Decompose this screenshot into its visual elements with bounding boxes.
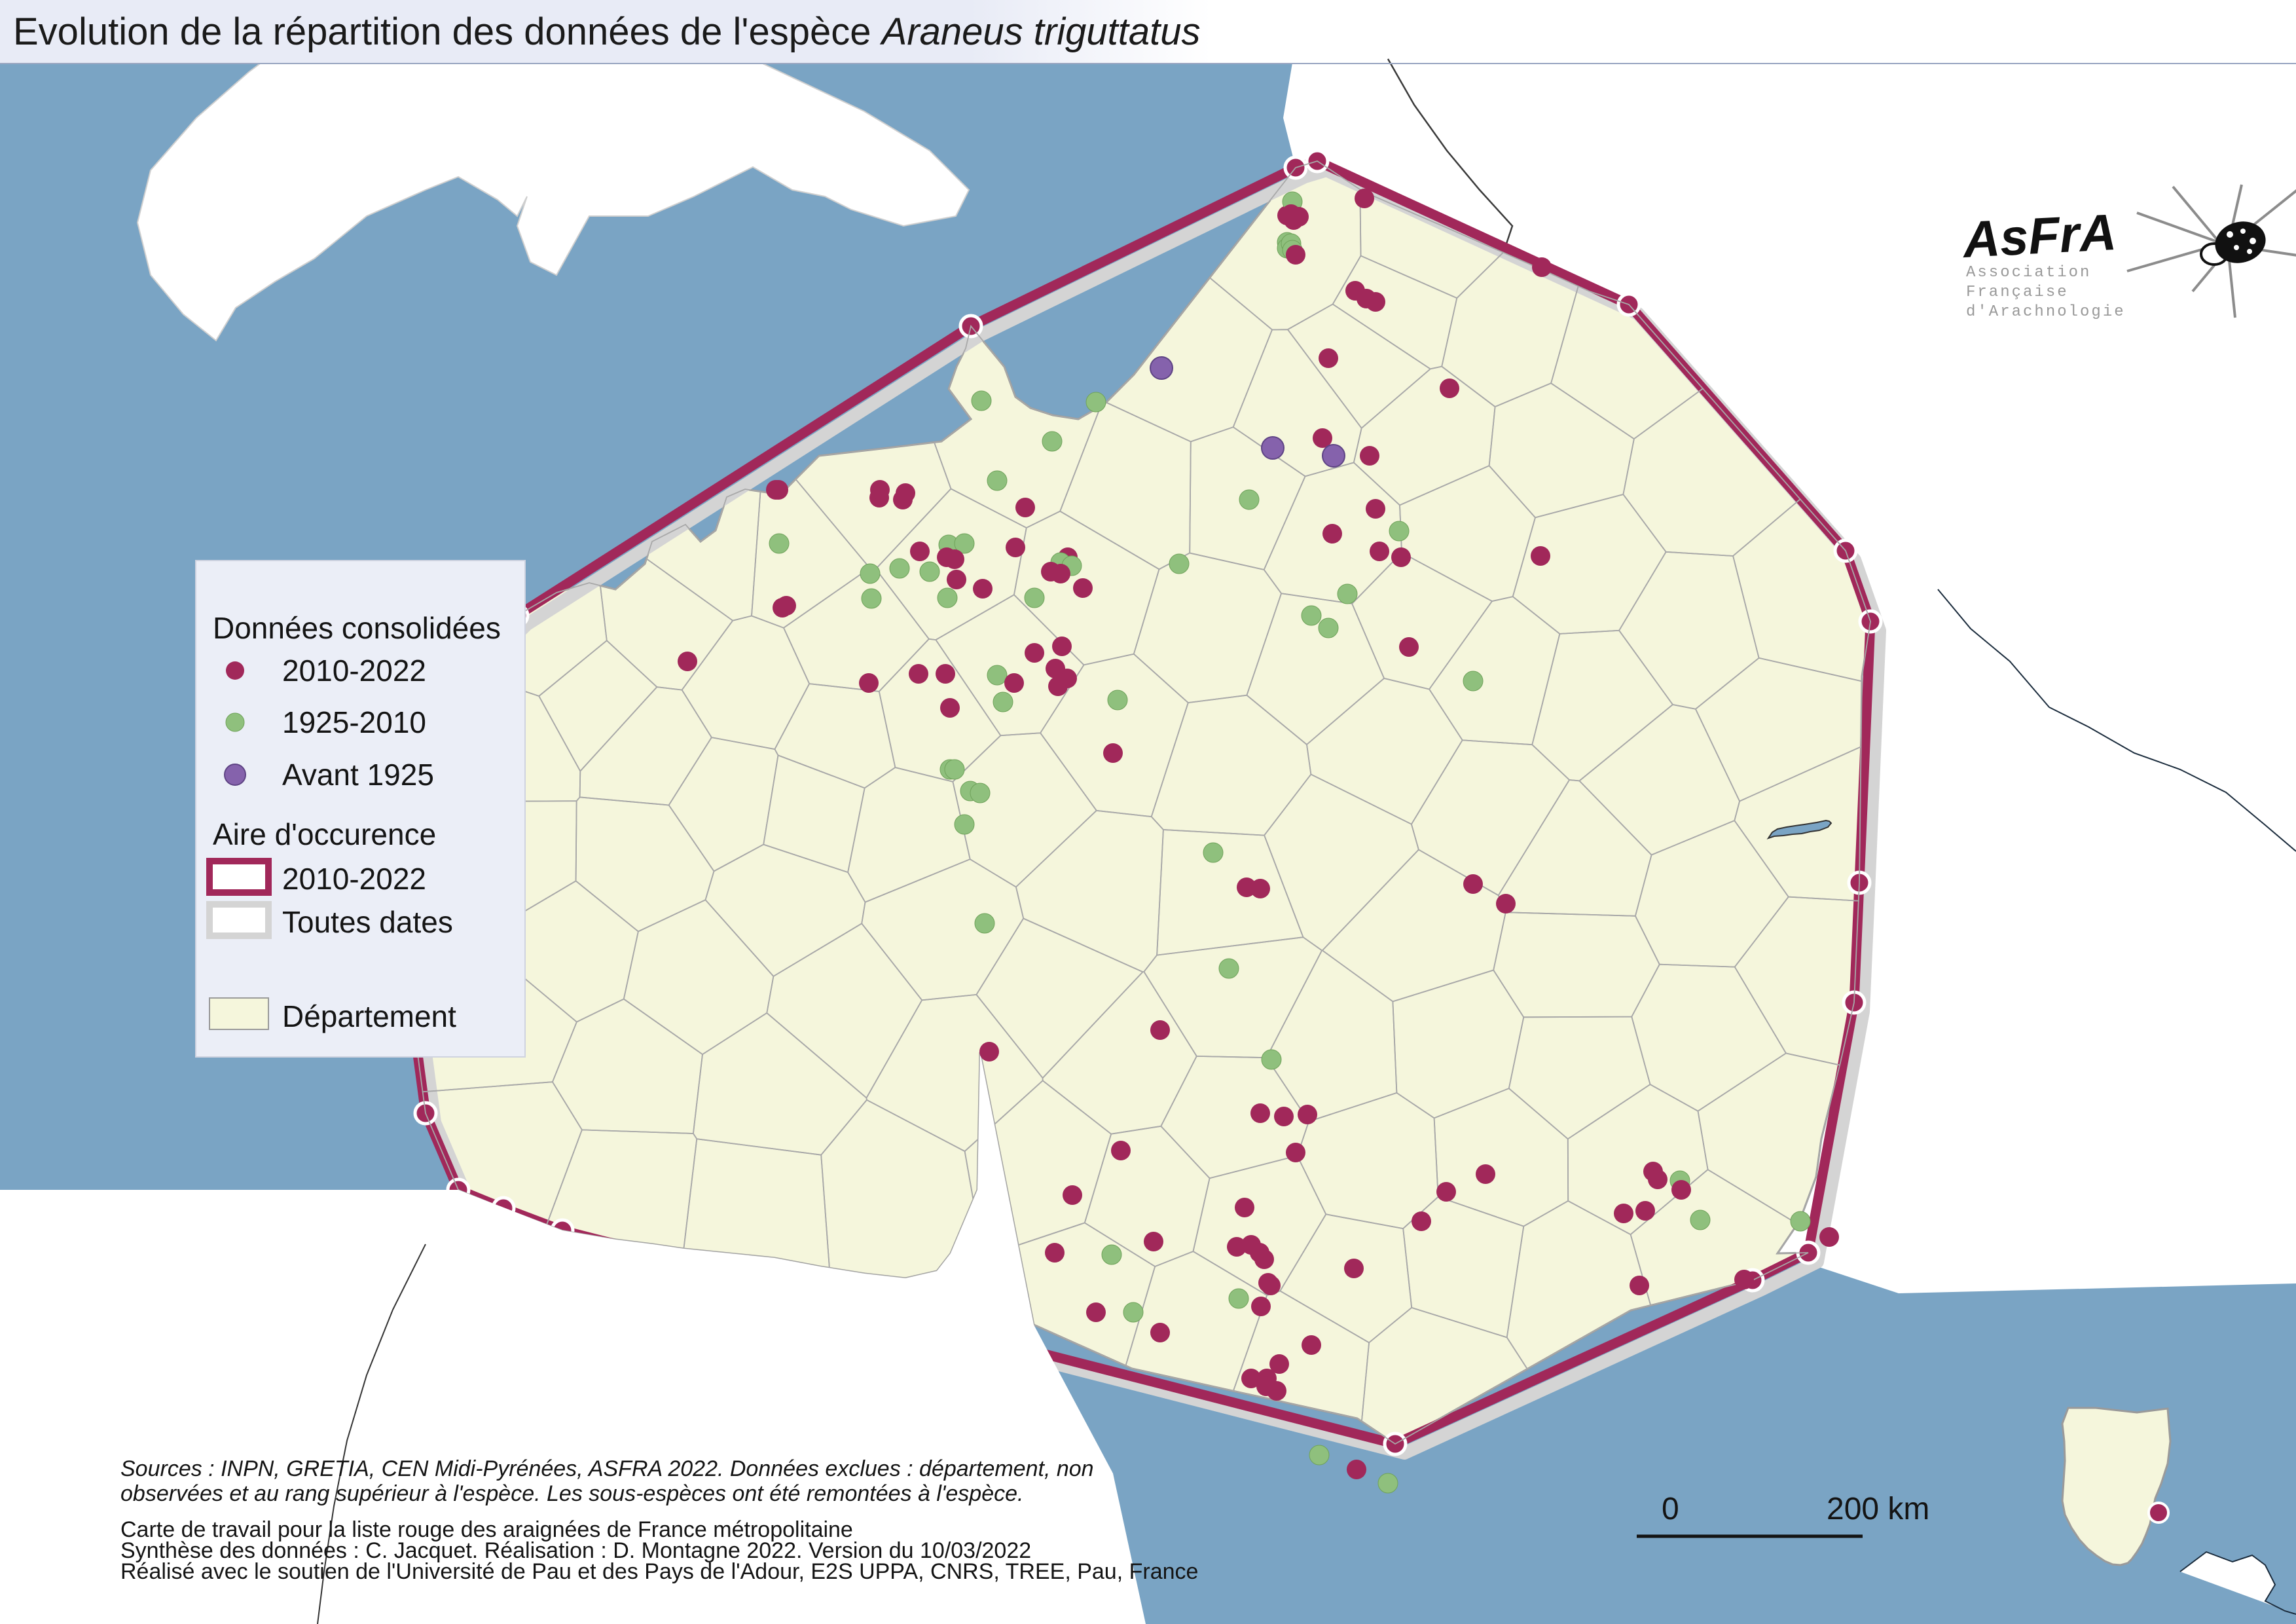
svg-text:Aire d'occurence: Aire d'occurence xyxy=(213,817,436,851)
svg-text:Toutes dates: Toutes dates xyxy=(282,905,453,939)
svg-text:observées et au rang supérieur: observées et au rang supérieur à l'espèc… xyxy=(120,1481,1023,1506)
svg-text:d'Arachnologie: d'Arachnologie xyxy=(1966,303,2126,321)
svg-text:Données consolidées: Données consolidées xyxy=(213,611,501,645)
svg-text:1925-2010: 1925-2010 xyxy=(282,705,426,739)
svg-text:0: 0 xyxy=(1662,1492,1679,1526)
svg-text:Avant 1925: Avant 1925 xyxy=(282,758,434,792)
svg-text:2010-2022: 2010-2022 xyxy=(282,654,426,688)
svg-text:AsFrA: AsFrA xyxy=(1960,203,2117,268)
svg-text:Réalisé avec le soutien de l'U: Réalisé avec le soutien de l'Université … xyxy=(120,1559,1198,1584)
svg-text:Française: Française xyxy=(1966,284,2069,301)
svg-text:Association: Association xyxy=(1966,264,2091,282)
svg-text:2010-2022: 2010-2022 xyxy=(282,862,426,896)
svg-text:Sources : INPN, GRETIA, CEN Mi: Sources : INPN, GRETIA, CEN Midi-Pyrénée… xyxy=(120,1456,1094,1481)
svg-text:Evolution de la répartition de: Evolution de la répartition des données … xyxy=(13,10,1200,53)
svg-text:Département: Département xyxy=(282,999,456,1033)
svg-text:200 km: 200 km xyxy=(1827,1492,1929,1526)
